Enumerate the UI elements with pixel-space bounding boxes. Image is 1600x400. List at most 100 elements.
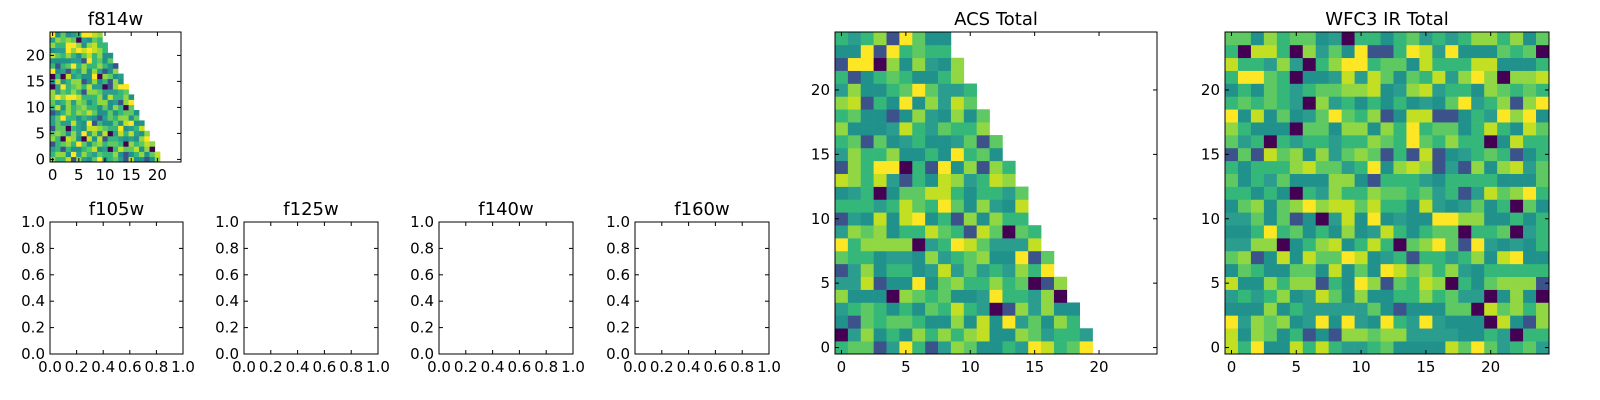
heatmap-cell — [1225, 44, 1239, 59]
heatmap-cell — [1276, 328, 1291, 342]
heatmap-cell — [1510, 328, 1524, 342]
heatmap-cell — [97, 68, 103, 74]
heatmap-cell — [950, 341, 965, 355]
y-tick-label: 0.4 — [606, 292, 630, 310]
heatmap-cell — [1536, 96, 1550, 110]
heatmap-cell — [1250, 96, 1265, 110]
heatmap-cell — [1393, 32, 1407, 46]
heatmap-cell — [1328, 238, 1342, 252]
heatmap-cell — [847, 109, 862, 123]
heatmap-cell — [55, 156, 61, 163]
heatmap-cell — [963, 341, 977, 355]
heatmap-cell — [1419, 70, 1433, 84]
heatmap-cell — [1302, 250, 1317, 265]
heatmap-cell — [860, 44, 874, 59]
heatmap-cell — [886, 289, 900, 303]
heatmap-cell — [1484, 263, 1498, 278]
heatmap-cell — [1250, 276, 1265, 290]
heatmap-cell — [1328, 109, 1342, 123]
heatmap-cell — [950, 109, 965, 123]
heatmap-cell — [1354, 250, 1368, 265]
heatmap-cell — [1471, 225, 1485, 239]
x-tick-label: 0.6 — [118, 358, 142, 376]
x-tick-label: 0.8 — [534, 358, 558, 376]
heatmap-cell — [1497, 32, 1511, 46]
heatmap-cell — [1367, 212, 1381, 226]
heatmap-cell — [1406, 57, 1420, 71]
heatmap-cell — [76, 136, 82, 142]
heatmap-cell — [55, 110, 61, 116]
heatmap-cell — [950, 83, 965, 97]
heatmap-cell — [133, 146, 140, 152]
heatmap-cell — [1341, 70, 1355, 84]
heatmap-cell — [938, 122, 952, 136]
heatmap-cell — [1053, 276, 1068, 290]
heatmap-cell — [65, 52, 72, 59]
heatmap-cell — [1015, 302, 1029, 316]
heatmap-cell — [97, 37, 103, 43]
heatmap-cell — [989, 302, 1003, 316]
heatmap-cell — [1445, 160, 1459, 174]
heatmap-cell — [1237, 186, 1252, 200]
heatmap-cell — [873, 122, 887, 136]
heatmap-cell — [1341, 276, 1355, 290]
heatmap-cell — [1471, 109, 1485, 123]
heatmap-cell — [1250, 109, 1265, 123]
heatmap-cell — [55, 146, 61, 152]
heatmap-cell — [1237, 341, 1252, 355]
heatmap-cell — [1458, 135, 1472, 149]
heatmap-cell — [102, 52, 108, 59]
heatmap-cell — [989, 263, 1003, 278]
heatmap-cell — [1367, 44, 1381, 59]
heatmap-cell — [886, 32, 900, 46]
heatmap-cell — [1289, 289, 1304, 303]
heatmap-cell — [1079, 328, 1093, 342]
heatmap-cell — [899, 199, 913, 213]
heatmap-cell — [873, 135, 887, 149]
heatmap-cell — [899, 225, 913, 239]
heatmap-cell — [873, 186, 887, 200]
heatmap-cell — [1225, 70, 1239, 84]
heatmap-cell — [91, 99, 98, 106]
x-tick-label: 5 — [901, 358, 911, 376]
heatmap-cell — [1510, 32, 1524, 46]
heatmap-cell — [1419, 173, 1433, 187]
heatmap-cell — [847, 173, 862, 187]
heatmap-cell — [1367, 263, 1381, 278]
heatmap-cell — [76, 141, 82, 147]
heatmap-cell — [55, 151, 61, 158]
heatmap-cell — [1263, 263, 1278, 278]
heatmap-cell — [1328, 186, 1342, 200]
heatmap-cell — [1328, 44, 1342, 59]
heatmap-cell — [107, 89, 114, 95]
heatmap-cell — [1380, 57, 1394, 71]
heatmap-cell — [1289, 122, 1304, 136]
heatmap-cell — [1250, 135, 1265, 149]
heatmap-cell — [86, 104, 93, 111]
heatmap-cell — [847, 289, 862, 303]
heatmap-cell — [128, 125, 135, 132]
heatmap-cell — [97, 73, 103, 80]
heatmap-cell — [55, 73, 61, 80]
heatmap-cell — [860, 57, 874, 71]
heatmap-cell — [938, 173, 952, 187]
heatmap-cell — [873, 212, 887, 226]
heatmap-cell — [847, 147, 862, 162]
x-tick-label: 0.0 — [232, 358, 256, 376]
heatmap-cell — [1328, 173, 1342, 187]
heatmap-cell — [899, 122, 913, 136]
heatmap-cell — [860, 96, 874, 110]
heatmap-cell — [1393, 302, 1407, 316]
heatmap-cell — [938, 302, 952, 316]
heatmap-cell — [860, 83, 874, 97]
heatmap-cell — [65, 63, 72, 69]
heatmap-cell — [55, 94, 61, 100]
heatmap-cell — [1523, 199, 1537, 213]
heatmap-cell — [950, 315, 965, 329]
heatmap-cell — [102, 136, 108, 142]
heatmap-cell — [1419, 57, 1433, 71]
heatmap-cell — [1523, 109, 1537, 123]
heatmap-cell — [1536, 315, 1550, 329]
heatmap-cell — [1237, 57, 1252, 71]
heatmap-cell — [1250, 250, 1265, 265]
